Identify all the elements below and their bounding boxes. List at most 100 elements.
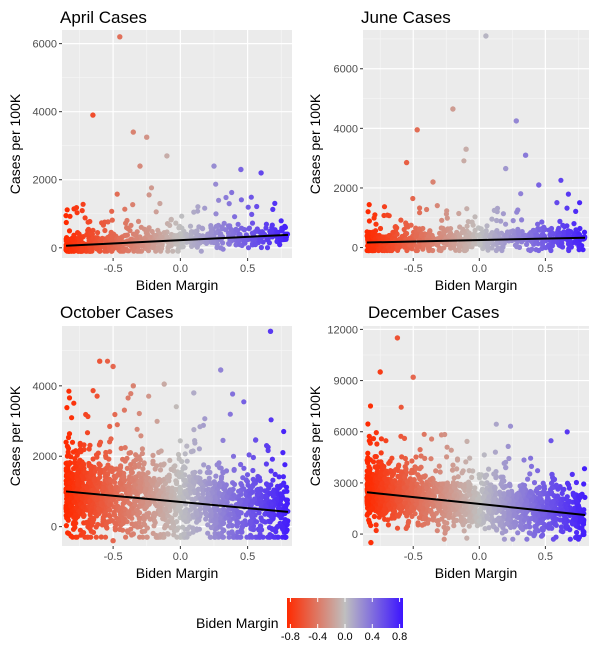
data-point (128, 466, 134, 472)
outlier-point (414, 127, 420, 133)
data-point (407, 242, 413, 248)
data-point (275, 523, 281, 530)
data-point (193, 475, 199, 481)
outlier-point (463, 146, 469, 152)
data-point (90, 388, 96, 394)
data-point (518, 525, 524, 531)
data-point (165, 486, 171, 492)
x-tick-label: 0.5 (240, 551, 255, 563)
data-point (482, 526, 488, 532)
data-point (158, 448, 164, 454)
data-point (99, 522, 105, 528)
data-point (256, 510, 262, 516)
data-point (370, 436, 377, 442)
data-point (540, 238, 546, 244)
data-point (133, 231, 139, 237)
data-point (491, 207, 497, 213)
data-point (549, 485, 555, 491)
data-point (581, 531, 587, 538)
data-point (467, 455, 473, 461)
data-point (70, 526, 77, 532)
data-point (453, 517, 460, 524)
data-point (225, 230, 231, 236)
data-point (460, 226, 466, 232)
data-point (128, 462, 134, 468)
x-axis-label: Biden Margin (136, 565, 219, 581)
data-point (169, 515, 175, 522)
data-point (90, 235, 96, 241)
data-point (82, 215, 88, 221)
data-point (78, 449, 84, 455)
data-point (126, 487, 132, 493)
data-point (78, 463, 84, 469)
outlier-point (130, 129, 136, 135)
data-point (374, 441, 380, 447)
data-point (492, 232, 498, 239)
data-point (66, 228, 73, 234)
data-point (224, 493, 230, 500)
data-point (270, 477, 276, 483)
data-point (198, 497, 204, 503)
data-point (150, 244, 156, 251)
data-point (454, 456, 461, 462)
data-point (548, 438, 554, 444)
data-point (491, 471, 497, 477)
data-point (64, 476, 71, 482)
data-point (247, 521, 253, 527)
data-point (192, 438, 198, 444)
data-point (206, 475, 212, 481)
data-point (403, 222, 409, 228)
data-point (132, 489, 138, 495)
y-tick-label: 4000 (33, 107, 57, 119)
outlier-point (191, 390, 197, 396)
data-point (487, 234, 493, 240)
plot-background (62, 30, 292, 258)
outlier-point (218, 367, 224, 373)
data-point (402, 455, 408, 462)
data-point (95, 230, 101, 236)
data-point (202, 205, 208, 211)
data-point (191, 427, 197, 433)
data-point (571, 221, 577, 227)
data-point (142, 528, 148, 534)
data-point (220, 240, 226, 246)
data-point (472, 485, 478, 491)
outlier-point (137, 163, 143, 169)
data-point (116, 235, 123, 241)
data-point (523, 523, 529, 530)
data-point (533, 240, 539, 246)
data-point (90, 529, 97, 536)
data-point (516, 231, 522, 238)
data-point (145, 470, 151, 476)
data-point (581, 229, 588, 235)
data-point (120, 486, 126, 492)
data-point (485, 243, 491, 249)
data-point (134, 507, 140, 513)
data-point (558, 524, 565, 530)
data-point (97, 439, 104, 445)
data-point (246, 226, 252, 232)
data-point (221, 497, 227, 504)
data-point (120, 456, 126, 462)
data-point (203, 511, 209, 517)
outlier-point (522, 152, 529, 158)
data-point (211, 479, 217, 485)
data-point (217, 482, 223, 488)
data-point (213, 181, 219, 187)
data-point (409, 513, 415, 520)
x-axis-label: Biden Margin (136, 277, 219, 293)
data-point (152, 511, 158, 517)
data-point (201, 462, 207, 468)
data-point (71, 519, 77, 526)
data-point (83, 411, 89, 418)
data-point (566, 247, 572, 254)
data-point (121, 470, 127, 476)
data-point (63, 505, 69, 511)
data-point (365, 209, 371, 215)
data-point (449, 467, 456, 473)
data-point (474, 232, 481, 238)
data-point (177, 438, 183, 444)
data-point (510, 218, 516, 224)
data-point (370, 459, 377, 465)
